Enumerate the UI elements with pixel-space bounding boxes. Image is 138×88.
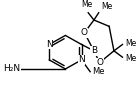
Text: N: N: [46, 40, 53, 49]
Text: B: B: [91, 46, 97, 55]
Text: O: O: [96, 58, 103, 67]
Text: O: O: [81, 28, 88, 37]
Text: Me: Me: [82, 0, 93, 9]
Text: Me: Me: [102, 2, 113, 11]
Text: N: N: [78, 55, 85, 64]
Text: Me: Me: [125, 39, 137, 48]
Text: H₂N: H₂N: [4, 65, 21, 73]
Text: Me: Me: [92, 67, 104, 76]
Text: Me: Me: [125, 54, 137, 63]
